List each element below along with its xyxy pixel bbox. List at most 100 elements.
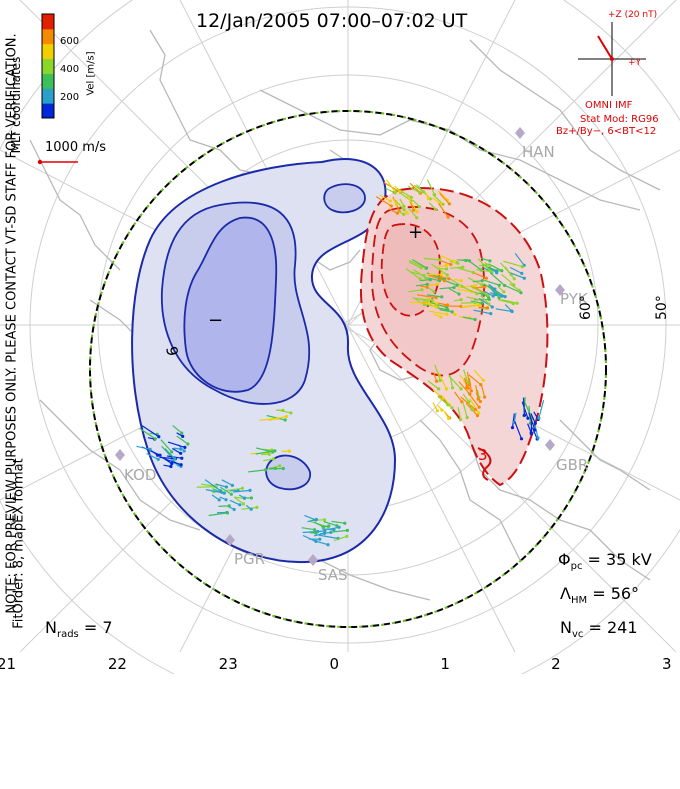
velocity-vector-origin: [169, 465, 172, 468]
velocity-vector-origin: [464, 259, 467, 262]
fit-order: FitOrder: 8, mapEX format: [12, 299, 27, 789]
velocity-vector-origin: [468, 259, 471, 262]
velocity-vector-origin: [487, 302, 490, 305]
velocity-vector-origin: [480, 283, 483, 286]
velocity-vector-origin: [231, 484, 234, 487]
colorbar-segment: [42, 73, 54, 88]
velocity-vector-origin: [335, 524, 338, 527]
velocity-vector-origin: [250, 496, 253, 499]
velocity-vector-origin: [503, 284, 506, 287]
velocity-vector-origin: [149, 448, 152, 451]
velocity-vector-origin: [440, 295, 443, 298]
velocity-vector-origin: [534, 422, 537, 425]
velocity-vector-origin: [180, 463, 183, 466]
velocity-vector-origin: [455, 284, 458, 287]
reference-vector-dot: [38, 160, 42, 164]
max-potential-marker: +: [408, 222, 423, 243]
velocity-vector-origin: [343, 522, 346, 525]
velocity-vector-origin: [323, 529, 326, 532]
velocity-vector-origin: [273, 449, 276, 452]
imf-condition: Bz+/By−, 6<BT<12: [556, 126, 656, 137]
velocity-vector-origin: [432, 290, 435, 293]
velocity-vector-origin: [486, 306, 489, 309]
velocity-vector-origin: [393, 191, 396, 194]
mlt-tick-label: 3: [662, 655, 672, 673]
velocity-vector-origin: [488, 259, 491, 262]
velocity-vector-origin: [453, 260, 456, 263]
velocity-vector-origin: [179, 452, 182, 455]
velocity-vector-origin: [472, 271, 475, 274]
velocity-vector-origin: [466, 416, 469, 419]
velocity-vector-origin: [489, 312, 492, 315]
station-sas: SAS: [318, 566, 348, 584]
velocity-vector-origin: [440, 409, 443, 412]
velocity-vector-origin: [390, 204, 393, 207]
velocity-vector-origin: [443, 279, 446, 282]
velocity-vector-origin: [445, 267, 448, 270]
velocity-vector-origin: [274, 467, 277, 470]
velocity-vector-origin: [477, 303, 480, 306]
velocity-vector-origin: [242, 502, 245, 505]
velocity-vector-origin: [276, 417, 279, 420]
colorbar-segment: [42, 29, 54, 44]
velocity-vector-origin: [419, 266, 422, 269]
colorbar-tick-200: 200: [60, 92, 79, 103]
velocity-vector-origin: [520, 437, 523, 440]
velocity-vector-origin: [488, 264, 491, 267]
velocity-vector: [218, 506, 229, 507]
station-kod: KOD: [124, 466, 156, 484]
velocity-vector-origin: [471, 408, 474, 411]
velocity-vector-origin: [520, 272, 523, 275]
velocity-vector-origin: [445, 264, 448, 267]
velocity-vector-origin: [479, 400, 482, 403]
cross-polar-potential: Φpc = 35 kV: [558, 550, 652, 572]
velocity-vector-origin: [402, 213, 405, 216]
velocity-vector-origin: [478, 406, 481, 409]
velocity-vector-origin: [420, 288, 423, 291]
velocity-vector-origin: [314, 532, 317, 535]
velocity-vector: [442, 306, 461, 307]
velocity-vector-origin: [228, 504, 231, 507]
velocity-vector-origin: [456, 262, 459, 265]
velocity-vector-origin: [288, 450, 291, 453]
velocity-vector-origin: [526, 417, 529, 420]
velocity-vector-origin: [157, 435, 160, 438]
velocity-vector-origin: [492, 294, 495, 297]
velocity-vector-origin: [224, 498, 227, 501]
velocity-vector-origin: [418, 191, 421, 194]
coordinate-system: MLT coordinates: [9, 55, 23, 155]
velocity-vector-origin: [183, 449, 186, 452]
velocity-vector-origin: [445, 387, 448, 390]
imf-y-label: +Y: [628, 58, 641, 68]
velocity-vector-origin: [439, 315, 442, 318]
colorbar-label: Vel [m/s]: [86, 44, 97, 104]
velocity-vector-origin: [250, 508, 253, 511]
imf-z-label: +Z (20 nT): [608, 10, 657, 20]
velocity-vector-origin: [170, 450, 173, 453]
velocity-vector-origin: [460, 279, 463, 282]
velocity-vector-origin: [426, 283, 429, 286]
velocity-vector-origin: [435, 302, 438, 305]
velocity-vector-origin: [474, 408, 477, 411]
velocity-vector-origin: [157, 458, 160, 461]
velocity-vector-origin: [186, 442, 189, 445]
velocity-vector-origin: [521, 265, 524, 268]
velocity-vector-origin: [281, 409, 284, 412]
velocity-vector-origin: [449, 263, 452, 266]
velocity-vector-origin: [156, 454, 159, 457]
velocity-vector-origin: [429, 278, 432, 281]
velocity-vector-origin: [441, 203, 444, 206]
velocity-vector-origin: [282, 467, 285, 470]
velocity-vector-origin: [502, 290, 505, 293]
small-negative-loop-top: [324, 184, 365, 212]
velocity-vector-origin: [422, 190, 425, 193]
velocity-vector-origin: [437, 387, 440, 390]
velocity-vector-origin: [241, 487, 244, 490]
velocity-vector-origin: [523, 414, 526, 417]
latitude-label-50: 50°: [654, 295, 670, 320]
velocity-vector-origin: [498, 284, 501, 287]
velocity-vector-origin: [233, 508, 236, 511]
velocity-vector-origin: [398, 189, 401, 192]
velocity-vector-origin: [170, 462, 173, 465]
velocity-vector-origin: [498, 296, 501, 299]
